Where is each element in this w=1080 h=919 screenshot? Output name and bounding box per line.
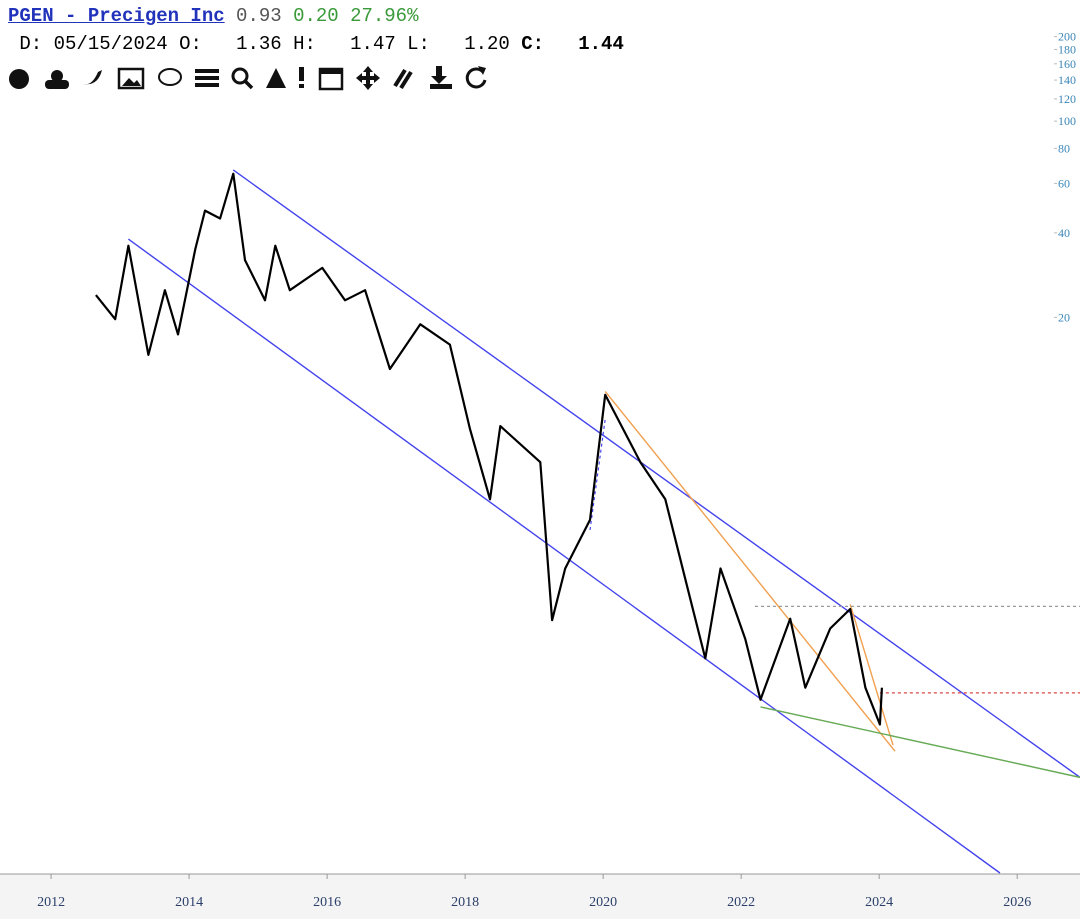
x-tick-label: 2022 <box>727 895 755 910</box>
trendline <box>760 706 1080 779</box>
twitter-icon[interactable] <box>84 70 102 85</box>
last-price: 0.93 <box>236 5 282 27</box>
ohlc-label: L: <box>407 33 430 55</box>
y-tick-label: 80 <box>1058 141 1070 155</box>
y-tick-label: 160 <box>1058 57 1076 71</box>
x-tick-label: 2026 <box>1003 895 1031 910</box>
alert-icon[interactable] <box>299 67 304 81</box>
toolbar[interactable] <box>9 66 487 91</box>
move-icon[interactable] <box>356 66 380 90</box>
refresh-icon[interactable] <box>465 67 487 89</box>
y-tick-label: 120 <box>1058 92 1076 106</box>
list-icon[interactable] <box>195 69 219 73</box>
x-tick-label: 2018 <box>451 895 479 910</box>
x-tick-label: 2012 <box>37 895 65 910</box>
change-pct: 27.96% <box>350 5 419 27</box>
y-tick-label: 60 <box>1058 176 1070 190</box>
ohlc-value: 05/15/2024 <box>53 33 168 55</box>
x-tick-label: 2024 <box>865 895 893 910</box>
download-icon[interactable] <box>430 66 452 89</box>
y-tick-label: 200 <box>1058 30 1076 44</box>
trendline <box>589 418 606 531</box>
y-tick-label: 40 <box>1058 226 1070 240</box>
y-tick-label: 20 <box>1058 310 1070 324</box>
y-tick-label: 140 <box>1058 73 1076 87</box>
x-tick-label: 2016 <box>313 895 341 910</box>
dashboard-icon[interactable] <box>9 69 29 89</box>
link-icon[interactable] <box>393 68 413 90</box>
triangle-icon[interactable] <box>266 68 286 88</box>
ohlc-value: 1.44 <box>578 33 624 55</box>
trendline <box>604 390 896 752</box>
trendline <box>127 238 1001 874</box>
ohlc-value: 1.36 <box>236 33 282 55</box>
x-tick-label: 2014 <box>175 895 203 910</box>
ohlc-label: C: <box>521 33 545 55</box>
ohlc-value: 1.47 <box>350 33 396 55</box>
comment-icon[interactable] <box>158 68 182 86</box>
change: 0.20 <box>293 5 339 27</box>
x-tick-label: 2020 <box>589 895 617 910</box>
ohlc-label: D: <box>19 33 43 55</box>
ohlc-line: D: 05/15/2024 O: 1.36 H: 1.47 L: 1.20 C:… <box>8 33 624 55</box>
y-tick-label: 180 <box>1058 42 1076 56</box>
trendline <box>849 604 894 746</box>
users-icon[interactable] <box>51 70 63 82</box>
trendline <box>232 169 1080 778</box>
ohlc-label: O: <box>179 33 202 55</box>
price-line <box>95 172 883 726</box>
x-axis-band <box>0 874 1080 919</box>
header: PGEN - Precigen Inc 0.93 0.20 27.96% D: … <box>8 2 624 58</box>
symbol-link[interactable]: PGEN - Precigen Inc <box>8 5 225 27</box>
search-icon[interactable] <box>231 67 249 85</box>
image-icon[interactable] <box>117 67 145 90</box>
ohlc-label: H: <box>293 33 316 55</box>
y-tick-label: 100 <box>1058 114 1076 128</box>
ohlc-value: 1.20 <box>464 33 510 55</box>
